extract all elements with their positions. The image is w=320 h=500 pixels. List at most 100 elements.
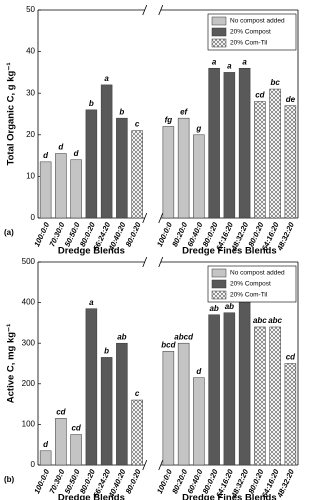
group-label: Dredge Blends bbox=[58, 246, 125, 257]
axis-break bbox=[142, 212, 148, 224]
bar bbox=[116, 342, 128, 466]
bar bbox=[284, 363, 297, 466]
y-tick-label: 40 bbox=[26, 47, 35, 56]
bar bbox=[39, 161, 52, 219]
significance-letter: cd bbox=[286, 353, 296, 362]
group-label: Dredge Fines Blends bbox=[182, 246, 277, 257]
bar bbox=[238, 67, 251, 219]
significance-letter: c bbox=[135, 389, 140, 398]
significance-letter: fg bbox=[165, 116, 173, 125]
significance-letter: g bbox=[195, 124, 201, 133]
y-tick-label: 30 bbox=[26, 88, 35, 97]
bar bbox=[85, 308, 98, 466]
legend-label: No compost added bbox=[230, 18, 285, 25]
significance-letter: ef bbox=[180, 107, 188, 116]
bar bbox=[55, 418, 67, 466]
significance-letter: d bbox=[74, 149, 80, 158]
legend-swatch bbox=[211, 279, 227, 289]
bar bbox=[223, 312, 236, 466]
bar bbox=[269, 88, 281, 219]
y-tick-label: 0 bbox=[31, 460, 36, 469]
axis-break bbox=[142, 256, 148, 268]
y-tick-label: 300 bbox=[22, 338, 36, 347]
legend-swatch bbox=[211, 268, 227, 278]
bar bbox=[284, 105, 297, 219]
group-label: Dredge Fines Blends bbox=[182, 493, 277, 500]
axis-break bbox=[142, 459, 148, 471]
y-axis-label: Active C, mg kg⁻¹ bbox=[6, 324, 17, 403]
significance-letter: a bbox=[227, 62, 232, 71]
y-tick-label: 50 bbox=[26, 5, 35, 14]
y-tick-label: 0 bbox=[31, 213, 36, 222]
significance-letter: bcd bbox=[161, 340, 176, 349]
bar bbox=[55, 153, 67, 219]
legend-label: 20% Com-Til bbox=[230, 40, 268, 47]
bar bbox=[100, 357, 113, 466]
bar bbox=[162, 126, 175, 219]
panel-label: (a) bbox=[4, 228, 14, 237]
y-tick-label: 10 bbox=[26, 172, 35, 181]
significance-letter: cd bbox=[56, 407, 66, 416]
significance-letter: ab bbox=[209, 304, 218, 313]
y-tick-label: 200 bbox=[22, 379, 36, 388]
bar bbox=[208, 67, 220, 219]
bar bbox=[131, 130, 143, 219]
bar bbox=[238, 298, 251, 466]
significance-letter: b bbox=[104, 347, 109, 356]
significance-letter: b bbox=[119, 107, 124, 116]
group-label: Dredge Blends bbox=[58, 493, 125, 500]
y-tick-label: 20 bbox=[26, 130, 35, 139]
significance-letter: abc bbox=[268, 316, 282, 325]
significance-letter: d bbox=[196, 367, 202, 376]
significance-letter: a bbox=[212, 57, 217, 66]
bar bbox=[177, 342, 190, 466]
bar bbox=[177, 117, 190, 219]
figure: 0 10 20 30 40 50 Total Organic C, g kg⁻¹ (a) 100… bbox=[4, 4, 299, 500]
y-axis-label: Total Organic C, g kg⁻¹ bbox=[6, 62, 17, 165]
bar bbox=[193, 134, 205, 219]
legend-label: No compost added bbox=[230, 270, 285, 277]
panel-label: (b) bbox=[4, 475, 15, 484]
bar bbox=[70, 434, 82, 466]
bar bbox=[85, 109, 98, 219]
bar bbox=[254, 101, 266, 219]
significance-letter: d bbox=[43, 440, 49, 449]
bar bbox=[39, 450, 52, 466]
legend-label: 20% Compost bbox=[230, 281, 271, 288]
bar bbox=[70, 159, 82, 219]
significance-letter: d bbox=[58, 143, 64, 152]
significance-letter: ab bbox=[117, 332, 126, 341]
significance-letter: c bbox=[135, 120, 140, 129]
legend-swatch bbox=[211, 38, 227, 48]
bar bbox=[162, 351, 175, 466]
bar bbox=[131, 399, 143, 466]
legend-swatch bbox=[211, 27, 227, 37]
y-tick-label: 500 bbox=[22, 257, 36, 266]
significance-letter: a bbox=[104, 74, 109, 83]
significance-letter: cd bbox=[71, 424, 81, 433]
bar bbox=[193, 377, 205, 466]
legend-label: 20% Com-Til bbox=[230, 292, 268, 299]
y-tick-label: 400 bbox=[22, 298, 36, 307]
significance-letter: de bbox=[286, 95, 296, 104]
significance-letter: a bbox=[242, 57, 247, 66]
significance-letter: abc bbox=[253, 316, 267, 325]
bar bbox=[116, 117, 128, 219]
significance-letter: bc bbox=[270, 78, 280, 87]
bar bbox=[269, 326, 281, 466]
significance-letter: a bbox=[89, 298, 94, 307]
bar bbox=[208, 314, 220, 466]
significance-letter: d bbox=[43, 151, 49, 160]
legend-swatch bbox=[211, 16, 227, 26]
significance-letter: b bbox=[89, 99, 94, 108]
bar bbox=[100, 84, 113, 219]
bar bbox=[254, 326, 266, 466]
significance-letter: abcd bbox=[174, 332, 194, 341]
axis-break bbox=[142, 4, 148, 16]
significance-letter: cd bbox=[255, 91, 265, 100]
significance-letter: ab bbox=[225, 302, 234, 311]
legend-swatch bbox=[211, 290, 227, 300]
legend-label: 20% Compost bbox=[230, 29, 271, 36]
y-tick-label: 100 bbox=[22, 420, 36, 429]
bar bbox=[223, 72, 236, 219]
